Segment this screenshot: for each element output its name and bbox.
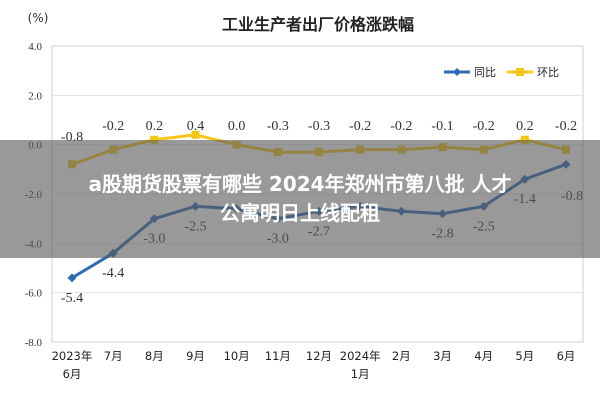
overlay-line-2: 公寓明日上线配租 xyxy=(220,201,380,225)
data-label: -0.2 xyxy=(390,119,412,134)
data-label: -5.4 xyxy=(61,291,83,306)
data-label: 0.2 xyxy=(146,119,164,134)
legend-marker xyxy=(453,68,461,76)
x-tick-label: 12月 xyxy=(306,349,332,363)
chart-title: 工业生产者出厂价格涨跌幅 xyxy=(222,15,414,34)
overlay-banner[interactable]: a股期货股票有哪些 2024年郑州市第八批 人才 公寓明日上线配租 xyxy=(0,140,600,258)
legend-label: 同比 xyxy=(474,66,496,79)
x-tick-label: 2023年 6月 xyxy=(52,349,93,381)
x-tick-label: 2024年 1月 xyxy=(340,349,381,381)
data-label: -0.2 xyxy=(473,119,495,134)
x-tick-label: 10月 xyxy=(224,349,250,363)
data-label: 0.2 xyxy=(516,119,534,134)
data-label: -0.2 xyxy=(349,119,371,134)
x-tick-label: 11月 xyxy=(265,349,291,363)
x-tick-label: 4月 xyxy=(474,349,493,363)
data-label: -0.3 xyxy=(308,119,330,134)
data-label: -0.1 xyxy=(431,119,453,134)
data-label: -4.4 xyxy=(102,266,124,281)
data-label: 0.0 xyxy=(228,119,246,134)
y-tick-label: -8.0 xyxy=(25,337,43,349)
x-tick-label: 8月 xyxy=(145,349,164,363)
data-label: 0.4 xyxy=(187,119,205,134)
x-tick-label: 9月 xyxy=(186,349,205,363)
data-label: -0.2 xyxy=(555,119,577,134)
x-tick-label: 2月 xyxy=(392,349,411,363)
data-point xyxy=(520,135,529,144)
data-label: -0.2 xyxy=(102,119,124,134)
overlay-line-1: a股期货股票有哪些 2024年郑州市第八批 人才 xyxy=(88,172,512,196)
x-tick-label: 3月 xyxy=(433,349,452,363)
data-point xyxy=(67,273,77,283)
y-tick-label: 4.0 xyxy=(28,41,42,53)
y-tick-label: 2.0 xyxy=(28,90,42,102)
legend: 同比 环比 xyxy=(444,66,559,79)
x-tick-label: 6月 xyxy=(557,349,576,363)
y-axis-unit-label: (%) xyxy=(28,11,49,25)
legend-label: 环比 xyxy=(537,66,559,79)
data-point xyxy=(191,130,200,139)
y-tick-label: -6.0 xyxy=(25,288,43,300)
legend-marker xyxy=(516,68,524,76)
data-label: -0.3 xyxy=(267,119,289,134)
x-tick-label: 5月 xyxy=(515,349,534,363)
x-tick-label: 7月 xyxy=(104,349,123,363)
data-point xyxy=(150,135,159,144)
